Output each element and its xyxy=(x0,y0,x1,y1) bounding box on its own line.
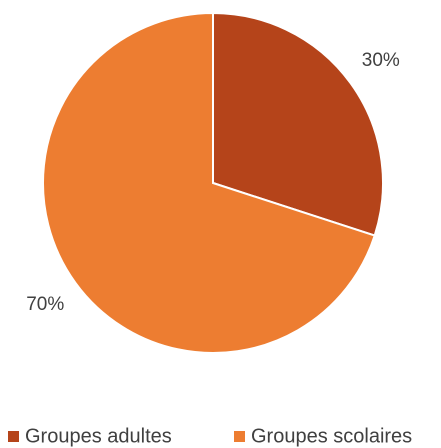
legend-label: Groupes scolaires xyxy=(251,425,412,447)
pie-slice xyxy=(212,11,384,237)
data-label: 70% xyxy=(26,294,64,315)
legend-marker xyxy=(8,431,19,442)
pie-slice xyxy=(42,11,376,354)
legend-marker xyxy=(234,431,245,442)
legend-label: Groupes adultes xyxy=(25,425,172,447)
data-label: 30% xyxy=(362,50,400,71)
